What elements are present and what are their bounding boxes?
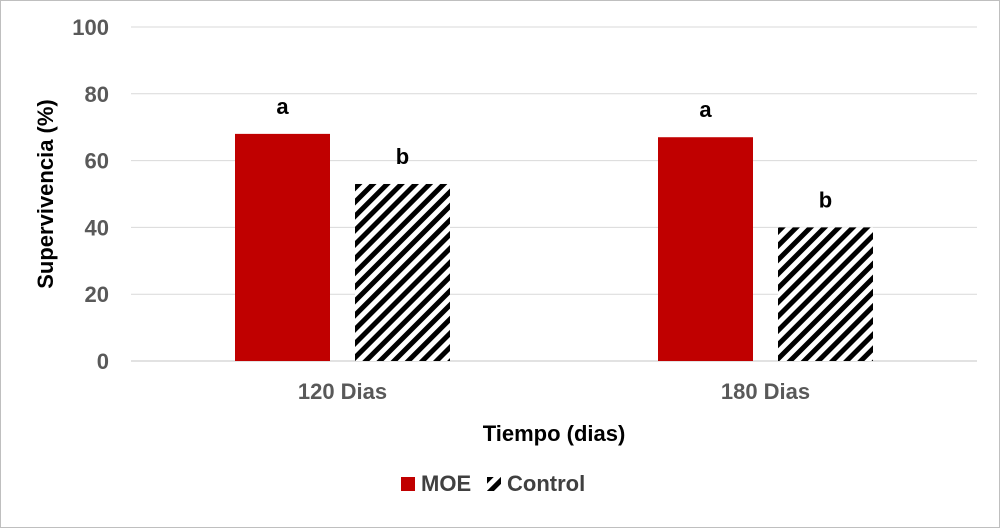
y-axis-title: Supervivencia (%) <box>33 99 58 289</box>
legend: MOE Control <box>401 471 585 496</box>
bar-control-2 <box>778 227 873 361</box>
significance-label: b <box>396 144 409 169</box>
x-tick-label: 120 Dias <box>298 379 387 404</box>
bar-control-1 <box>355 183 450 361</box>
y-tick-label: 0 <box>97 349 109 374</box>
significance-label: b <box>819 187 832 212</box>
significance-labels: a b a b <box>276 94 832 213</box>
bars <box>235 133 873 361</box>
legend-swatch-moe <box>401 477 415 491</box>
x-axis-title: Tiempo (dias) <box>483 421 626 446</box>
y-tick-label: 20 <box>85 282 109 307</box>
legend-label-moe: MOE <box>421 471 471 496</box>
significance-label: a <box>699 97 712 122</box>
y-tick-label: 80 <box>85 82 109 107</box>
significance-label: a <box>276 94 289 119</box>
y-tick-label: 40 <box>85 215 109 240</box>
bar-moe-1 <box>235 133 330 361</box>
x-tick-labels: 120 Dias 180 Dias <box>298 379 810 404</box>
y-tick-labels: 0 20 40 60 80 100 <box>72 15 109 374</box>
bar-moe-2 <box>658 137 753 361</box>
legend-swatch-control <box>487 477 501 491</box>
y-tick-label: 100 <box>72 15 109 40</box>
x-tick-label: 180 Dias <box>721 379 810 404</box>
y-tick-label: 60 <box>85 149 109 174</box>
legend-label-control: Control <box>507 471 585 496</box>
